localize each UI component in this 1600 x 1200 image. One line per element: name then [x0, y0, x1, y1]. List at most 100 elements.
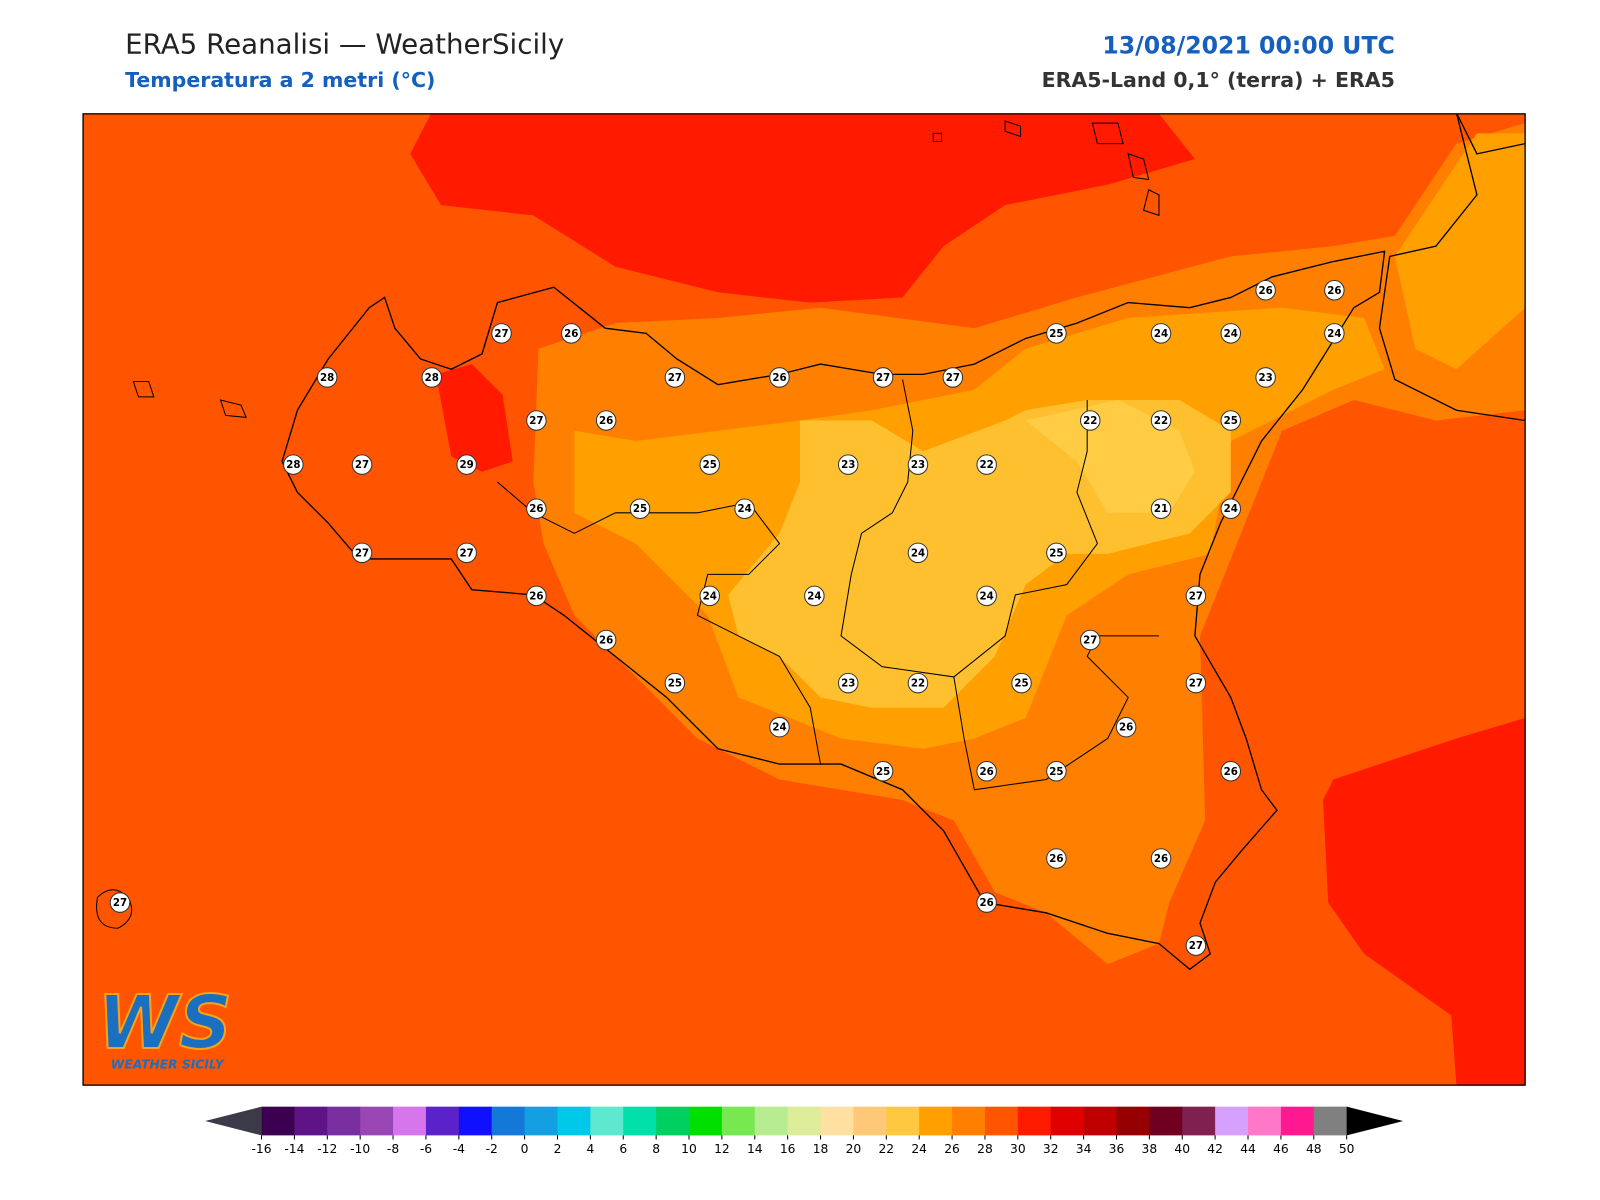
station-value: 26: [1224, 766, 1238, 778]
station-marker: [1150, 410, 1172, 431]
station-value: 26: [529, 590, 543, 602]
colorbar-bin: [360, 1106, 394, 1136]
colorbar-bin: [393, 1106, 427, 1136]
station-marker: [109, 892, 131, 913]
colorbar-tick-label: 46: [1273, 1142, 1289, 1156]
colorbar-bin: [787, 1106, 822, 1136]
coastline: [281, 250, 1386, 971]
logo-mark: WS: [97, 980, 232, 1066]
station-value: 24: [807, 590, 821, 602]
colorbar-tick-label: 12: [714, 1142, 730, 1156]
colorbar-bin: [1182, 1106, 1216, 1136]
colorbar-bin: [1149, 1106, 1183, 1136]
colorbar-bin: [491, 1106, 526, 1136]
station-value: 28: [286, 459, 300, 471]
station-value: 24: [737, 503, 751, 515]
colorbar-bin: [689, 1106, 723, 1136]
colorbar-bin: [327, 1106, 361, 1136]
colorbar-tick-label: -2: [486, 1142, 498, 1156]
station-value: 25: [1049, 547, 1063, 559]
station-marker: [907, 454, 929, 475]
colorbar-bin: [1248, 1106, 1282, 1136]
station-marker: [1115, 716, 1137, 738]
station-value: 27: [460, 547, 474, 559]
station-value: 22: [1083, 415, 1097, 427]
source: ERA5-Land 0,1° (terra) + ERA5: [1042, 68, 1395, 92]
station-marker: [1080, 629, 1101, 651]
colorbar-bin: [524, 1106, 558, 1136]
station-value: 23: [1259, 372, 1273, 384]
station-marker: [283, 454, 304, 475]
station-value: 27: [668, 372, 682, 384]
colorbar-tick-label: 50: [1339, 1142, 1355, 1156]
colorbar-tick-label: 2: [554, 1142, 562, 1156]
station-value: 28: [320, 372, 334, 384]
station-value: 23: [841, 678, 855, 690]
station-marker: [526, 498, 547, 519]
station-marker: [1150, 848, 1172, 869]
station-value: 27: [1189, 678, 1203, 690]
station-marker: [595, 629, 617, 651]
station-marker: [1185, 935, 1207, 956]
station-value: 25: [1014, 678, 1028, 690]
colorbar-tick-label: -14: [284, 1142, 304, 1156]
colorbar-tick-label: 38: [1142, 1142, 1158, 1156]
colorbar-bin: [886, 1106, 920, 1136]
station-marker: [872, 367, 894, 388]
station-value: 27: [113, 897, 127, 909]
colorbar-bin: [754, 1106, 789, 1136]
station-marker: [699, 454, 720, 475]
station-value: 24: [703, 590, 717, 602]
colorbar: -16 -14 -12 -10 -8 -6 -4 -2 0 2 4 6 8 10 12 14 16 18 20 22 2…: [205, 1106, 1404, 1156]
subtitle: Temperatura a 2 metri (°C): [125, 68, 435, 92]
station-marker: [872, 761, 894, 782]
station-marker: [769, 716, 790, 738]
island: [96, 889, 133, 929]
colorbar-tick-label: 10: [681, 1142, 697, 1156]
station-marker: [316, 367, 338, 388]
station-marker: [976, 585, 997, 607]
field: [1394, 133, 1526, 370]
province-border: [497, 481, 822, 765]
station-marker: [526, 585, 547, 607]
station-value: 26: [599, 635, 613, 647]
colorbar-bin: [458, 1106, 493, 1136]
station-marker: [1046, 323, 1067, 344]
station-marker: [629, 498, 651, 519]
colorbar-bin: [1050, 1106, 1085, 1136]
station-value: 25: [1224, 415, 1238, 427]
station-value: 26: [599, 415, 613, 427]
colorbar-tick-label: 44: [1240, 1142, 1256, 1156]
station-marker: [561, 323, 582, 344]
colorbar-tick-label: -8: [387, 1142, 399, 1156]
colorbar-tick-label: 30: [1010, 1142, 1026, 1156]
colorbar-tick-label: 42: [1207, 1142, 1223, 1156]
station-marker: [1185, 672, 1207, 694]
colorbar-tick-label: 4: [586, 1142, 594, 1156]
station-value: 21: [1154, 503, 1168, 515]
colorbar-tick-label: 48: [1306, 1142, 1322, 1156]
colorbar-bin: [820, 1106, 854, 1136]
station-marker: [1046, 542, 1067, 564]
map-frame: [82, 113, 1526, 1086]
station-value: 23: [841, 459, 855, 471]
station-marker: [595, 410, 617, 431]
station-marker: [1324, 279, 1345, 301]
station-marker: [1185, 585, 1207, 607]
station-value: 29: [460, 459, 474, 471]
colorbar-tick-label: -12: [317, 1142, 337, 1156]
colorbar-bin: [623, 1106, 657, 1136]
field: [410, 113, 1195, 303]
colorbar-tick-label: 22: [878, 1142, 894, 1156]
station-value: 24: [772, 722, 786, 734]
colorbar-tick-label: 34: [1076, 1142, 1092, 1156]
station-marker: [1220, 323, 1242, 344]
station-marker: [1046, 761, 1067, 782]
station-marker: [1046, 848, 1067, 869]
colorbar-bin: [952, 1106, 986, 1136]
colorbar-tick-label: 8: [652, 1142, 660, 1156]
province-border: [840, 379, 1099, 678]
station-marker: [1220, 761, 1242, 782]
station-value: 26: [772, 372, 786, 384]
